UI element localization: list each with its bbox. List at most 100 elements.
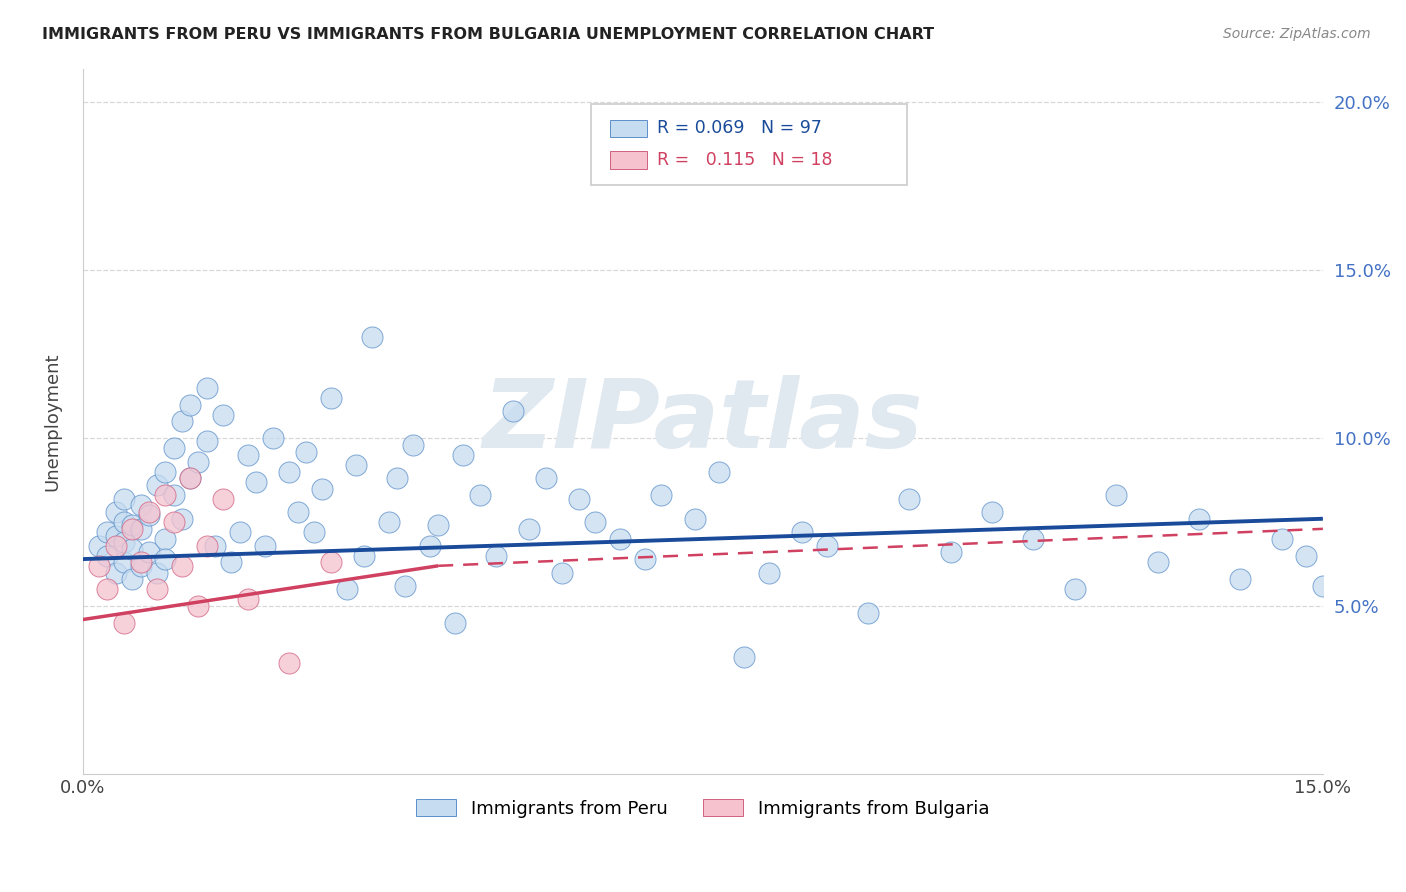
Point [96, 582, 118, 597]
Point [129, 522, 152, 536]
Point [155, 488, 177, 502]
Point [187, 455, 209, 469]
Text: Source: ZipAtlas.com: Source: ZipAtlas.com [1223, 27, 1371, 41]
Point [89, 539, 111, 553]
Point [634, 552, 657, 566]
Point [138, 508, 160, 523]
Point [1146, 556, 1168, 570]
Point [981, 505, 1004, 519]
Point [104, 566, 127, 580]
Point [709, 465, 731, 479]
Point [790, 525, 813, 540]
Text: IMMIGRANTS FROM PERU VS IMMIGRANTS FROM BULGARIA UNEMPLOYMENT CORRELATION CHART: IMMIGRANTS FROM PERU VS IMMIGRANTS FROM … [42, 27, 935, 42]
Point [104, 505, 127, 519]
Point [336, 582, 359, 597]
Y-axis label: Unemployment: Unemployment [44, 352, 60, 491]
Point [221, 556, 243, 570]
Point [179, 471, 201, 485]
Point [683, 512, 706, 526]
Text: R = 0.069   N = 97: R = 0.069 N = 97 [657, 120, 821, 137]
Point [502, 404, 524, 418]
Point [104, 539, 127, 553]
Point [302, 525, 325, 540]
Point [104, 528, 127, 542]
Point [1395, 525, 1406, 540]
Point [1312, 579, 1334, 593]
Text: R =   0.115   N = 18: R = 0.115 N = 18 [657, 152, 832, 169]
Point [319, 391, 342, 405]
Point [236, 448, 259, 462]
Point [146, 582, 169, 597]
Point [229, 525, 252, 540]
Point [1270, 532, 1292, 546]
Point [212, 408, 235, 422]
Point [179, 398, 201, 412]
Point [129, 556, 152, 570]
Point [402, 438, 425, 452]
Point [146, 478, 169, 492]
Point [468, 488, 491, 502]
Point [815, 539, 838, 553]
Point [419, 539, 441, 553]
Point [253, 539, 276, 553]
Point [162, 441, 184, 455]
Point [112, 556, 135, 570]
Point [204, 539, 226, 553]
Point [534, 471, 557, 485]
Point [361, 330, 384, 344]
Point [287, 505, 309, 519]
Point [1378, 572, 1400, 586]
Point [353, 549, 375, 563]
Point [443, 615, 465, 630]
Point [856, 606, 879, 620]
Point [195, 539, 218, 553]
Point [212, 491, 235, 506]
Point [146, 566, 169, 580]
Point [939, 545, 962, 559]
Text: ZIPatlas: ZIPatlas [482, 375, 924, 467]
Point [262, 431, 284, 445]
Point [112, 615, 135, 630]
FancyBboxPatch shape [610, 152, 647, 169]
Point [155, 552, 177, 566]
Point [96, 549, 118, 563]
Point [187, 599, 209, 614]
Point [1063, 582, 1085, 597]
Point [1295, 549, 1317, 563]
Point [295, 444, 318, 458]
Point [758, 566, 780, 580]
Point [96, 525, 118, 540]
Point [245, 475, 267, 489]
Point [1022, 532, 1045, 546]
Point [311, 482, 333, 496]
Point [733, 649, 755, 664]
Point [609, 532, 631, 546]
Point [1229, 572, 1251, 586]
Point [170, 414, 193, 428]
Point [112, 535, 135, 549]
Point [427, 518, 450, 533]
Point [195, 434, 218, 449]
Point [236, 592, 259, 607]
Point [583, 515, 606, 529]
Point [162, 515, 184, 529]
Point [138, 545, 160, 559]
Point [162, 488, 184, 502]
FancyBboxPatch shape [591, 103, 907, 185]
Point [129, 558, 152, 573]
Point [112, 491, 135, 506]
Point [517, 522, 540, 536]
Point [394, 579, 416, 593]
Point [170, 558, 193, 573]
FancyBboxPatch shape [610, 120, 647, 137]
Point [551, 566, 574, 580]
Point [568, 491, 591, 506]
Point [377, 515, 399, 529]
Point [278, 657, 301, 671]
Point [121, 522, 143, 536]
Point [179, 471, 201, 485]
Point [344, 458, 367, 472]
Point [170, 512, 193, 526]
Point [155, 532, 177, 546]
Point [138, 505, 160, 519]
